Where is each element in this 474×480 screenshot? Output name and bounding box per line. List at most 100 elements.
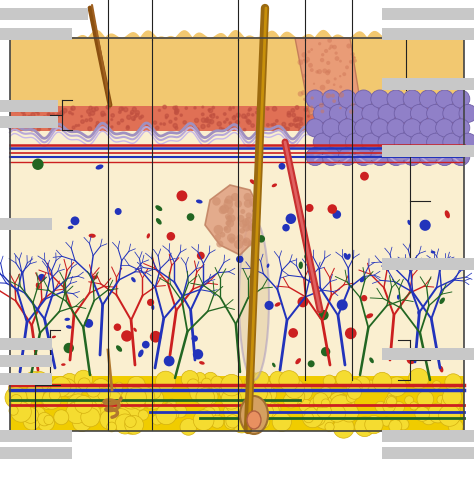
Circle shape <box>329 121 333 125</box>
Circle shape <box>321 399 330 408</box>
Circle shape <box>346 379 362 395</box>
Circle shape <box>23 114 26 117</box>
Circle shape <box>310 410 326 426</box>
Circle shape <box>242 218 250 226</box>
Circle shape <box>438 405 460 426</box>
Circle shape <box>295 117 299 121</box>
Circle shape <box>365 380 376 391</box>
Circle shape <box>352 55 355 59</box>
Circle shape <box>361 106 365 109</box>
Circle shape <box>340 403 359 422</box>
Circle shape <box>325 122 328 126</box>
Circle shape <box>119 402 140 423</box>
Circle shape <box>11 117 14 120</box>
Circle shape <box>147 385 161 399</box>
Circle shape <box>245 116 247 119</box>
Circle shape <box>48 113 50 116</box>
Circle shape <box>390 114 392 117</box>
Circle shape <box>206 404 220 419</box>
Circle shape <box>197 252 205 260</box>
Circle shape <box>235 200 242 208</box>
Bar <box>0 8 88 20</box>
Circle shape <box>443 387 462 407</box>
Circle shape <box>382 116 386 120</box>
Circle shape <box>459 119 462 121</box>
Circle shape <box>313 83 315 85</box>
Circle shape <box>425 128 428 130</box>
Ellipse shape <box>274 302 281 307</box>
Circle shape <box>169 409 179 420</box>
Circle shape <box>427 104 445 122</box>
Circle shape <box>78 378 90 390</box>
Circle shape <box>226 396 243 413</box>
Circle shape <box>175 109 178 111</box>
Circle shape <box>193 349 203 360</box>
Circle shape <box>371 119 389 137</box>
Circle shape <box>136 113 139 117</box>
Circle shape <box>391 119 394 122</box>
Circle shape <box>320 109 324 113</box>
Circle shape <box>413 122 416 125</box>
Circle shape <box>91 108 96 112</box>
Circle shape <box>365 416 383 434</box>
Ellipse shape <box>346 331 351 334</box>
Circle shape <box>327 38 332 43</box>
Circle shape <box>135 110 139 115</box>
Circle shape <box>244 417 259 432</box>
Circle shape <box>81 116 82 117</box>
Circle shape <box>303 98 306 101</box>
Circle shape <box>442 123 446 127</box>
Circle shape <box>326 93 331 98</box>
Circle shape <box>89 118 92 121</box>
Circle shape <box>389 420 402 432</box>
Circle shape <box>65 384 73 393</box>
Circle shape <box>237 215 245 222</box>
Circle shape <box>387 148 405 166</box>
Circle shape <box>392 401 404 413</box>
Circle shape <box>332 125 335 127</box>
Circle shape <box>247 113 250 116</box>
Circle shape <box>405 396 414 405</box>
Circle shape <box>410 133 428 151</box>
Circle shape <box>84 319 93 328</box>
Circle shape <box>234 115 236 117</box>
Circle shape <box>272 412 292 432</box>
Circle shape <box>232 412 252 433</box>
Circle shape <box>152 415 163 425</box>
Circle shape <box>248 408 257 417</box>
Circle shape <box>236 120 239 124</box>
Circle shape <box>410 402 418 410</box>
Circle shape <box>187 379 199 391</box>
Circle shape <box>164 403 173 413</box>
Circle shape <box>270 372 286 387</box>
Circle shape <box>300 122 303 125</box>
Circle shape <box>221 374 242 396</box>
Circle shape <box>443 391 454 402</box>
Circle shape <box>229 237 235 243</box>
Circle shape <box>87 386 96 395</box>
Circle shape <box>133 119 135 120</box>
Circle shape <box>30 124 33 127</box>
Circle shape <box>119 417 132 430</box>
Circle shape <box>214 234 221 241</box>
Circle shape <box>180 114 182 116</box>
Circle shape <box>313 133 331 151</box>
Circle shape <box>201 388 218 405</box>
Ellipse shape <box>68 226 73 229</box>
Circle shape <box>224 402 243 421</box>
Circle shape <box>355 90 373 108</box>
Circle shape <box>174 111 178 115</box>
Circle shape <box>299 128 302 132</box>
Circle shape <box>174 405 187 418</box>
Circle shape <box>89 114 91 116</box>
Circle shape <box>422 115 426 119</box>
Circle shape <box>385 396 397 408</box>
Circle shape <box>134 115 137 118</box>
Circle shape <box>322 119 340 137</box>
Circle shape <box>355 148 373 166</box>
Circle shape <box>320 393 328 402</box>
Circle shape <box>284 127 286 129</box>
Circle shape <box>9 406 18 415</box>
Circle shape <box>445 374 462 391</box>
Circle shape <box>100 409 119 430</box>
